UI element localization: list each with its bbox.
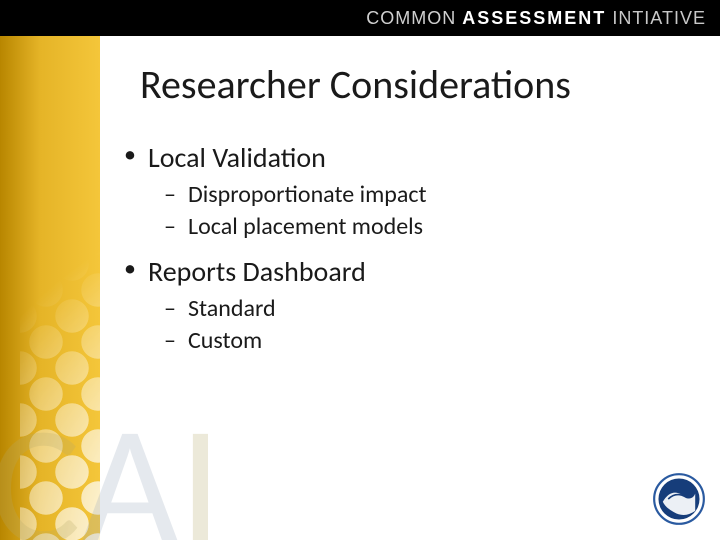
bullet-list: Local Validation Disproportionate impact… <box>120 140 680 358</box>
brand-word-common: COMMON <box>366 8 456 29</box>
slide-root: CAI COMMON ASSESSMENT INTIATIVE Research… <box>0 0 720 540</box>
brand-word-initiative: INTIATIVE <box>612 8 706 29</box>
corner-logo-icon <box>652 472 706 526</box>
bullet-label: Reports Dashboard <box>148 254 366 289</box>
sub-bullet-label: Standard <box>188 294 276 323</box>
slide-body: Local Validation Disproportionate impact… <box>120 140 680 368</box>
bullet-item: Local Validation Disproportionate impact… <box>120 140 680 244</box>
sub-bullet-label: Local placement models <box>188 212 423 241</box>
sub-bullet-list: Disproportionate impact Local placement … <box>148 179 680 244</box>
sub-bullet-item: Custom <box>160 325 680 357</box>
brand-word-assessment: ASSESSMENT <box>462 8 606 29</box>
sub-bullet-item: Disproportionate impact <box>160 179 680 211</box>
sub-bullet-item: Local placement models <box>160 211 680 243</box>
sub-bullet-list: Standard Custom <box>148 293 680 358</box>
bullet-item: Reports Dashboard Standard Custom <box>120 254 680 358</box>
bullet-label: Local Validation <box>148 140 326 175</box>
sub-bullet-label: Custom <box>188 326 262 355</box>
gold-side-bar <box>0 36 100 540</box>
top-brand-bar: COMMON ASSESSMENT INTIATIVE <box>0 0 720 36</box>
watermark-letter-i: I <box>179 381 202 540</box>
slide-title: Researcher Considerations <box>140 60 571 109</box>
sub-bullet-item: Standard <box>160 293 680 325</box>
sub-bullet-label: Disproportionate impact <box>188 180 427 209</box>
